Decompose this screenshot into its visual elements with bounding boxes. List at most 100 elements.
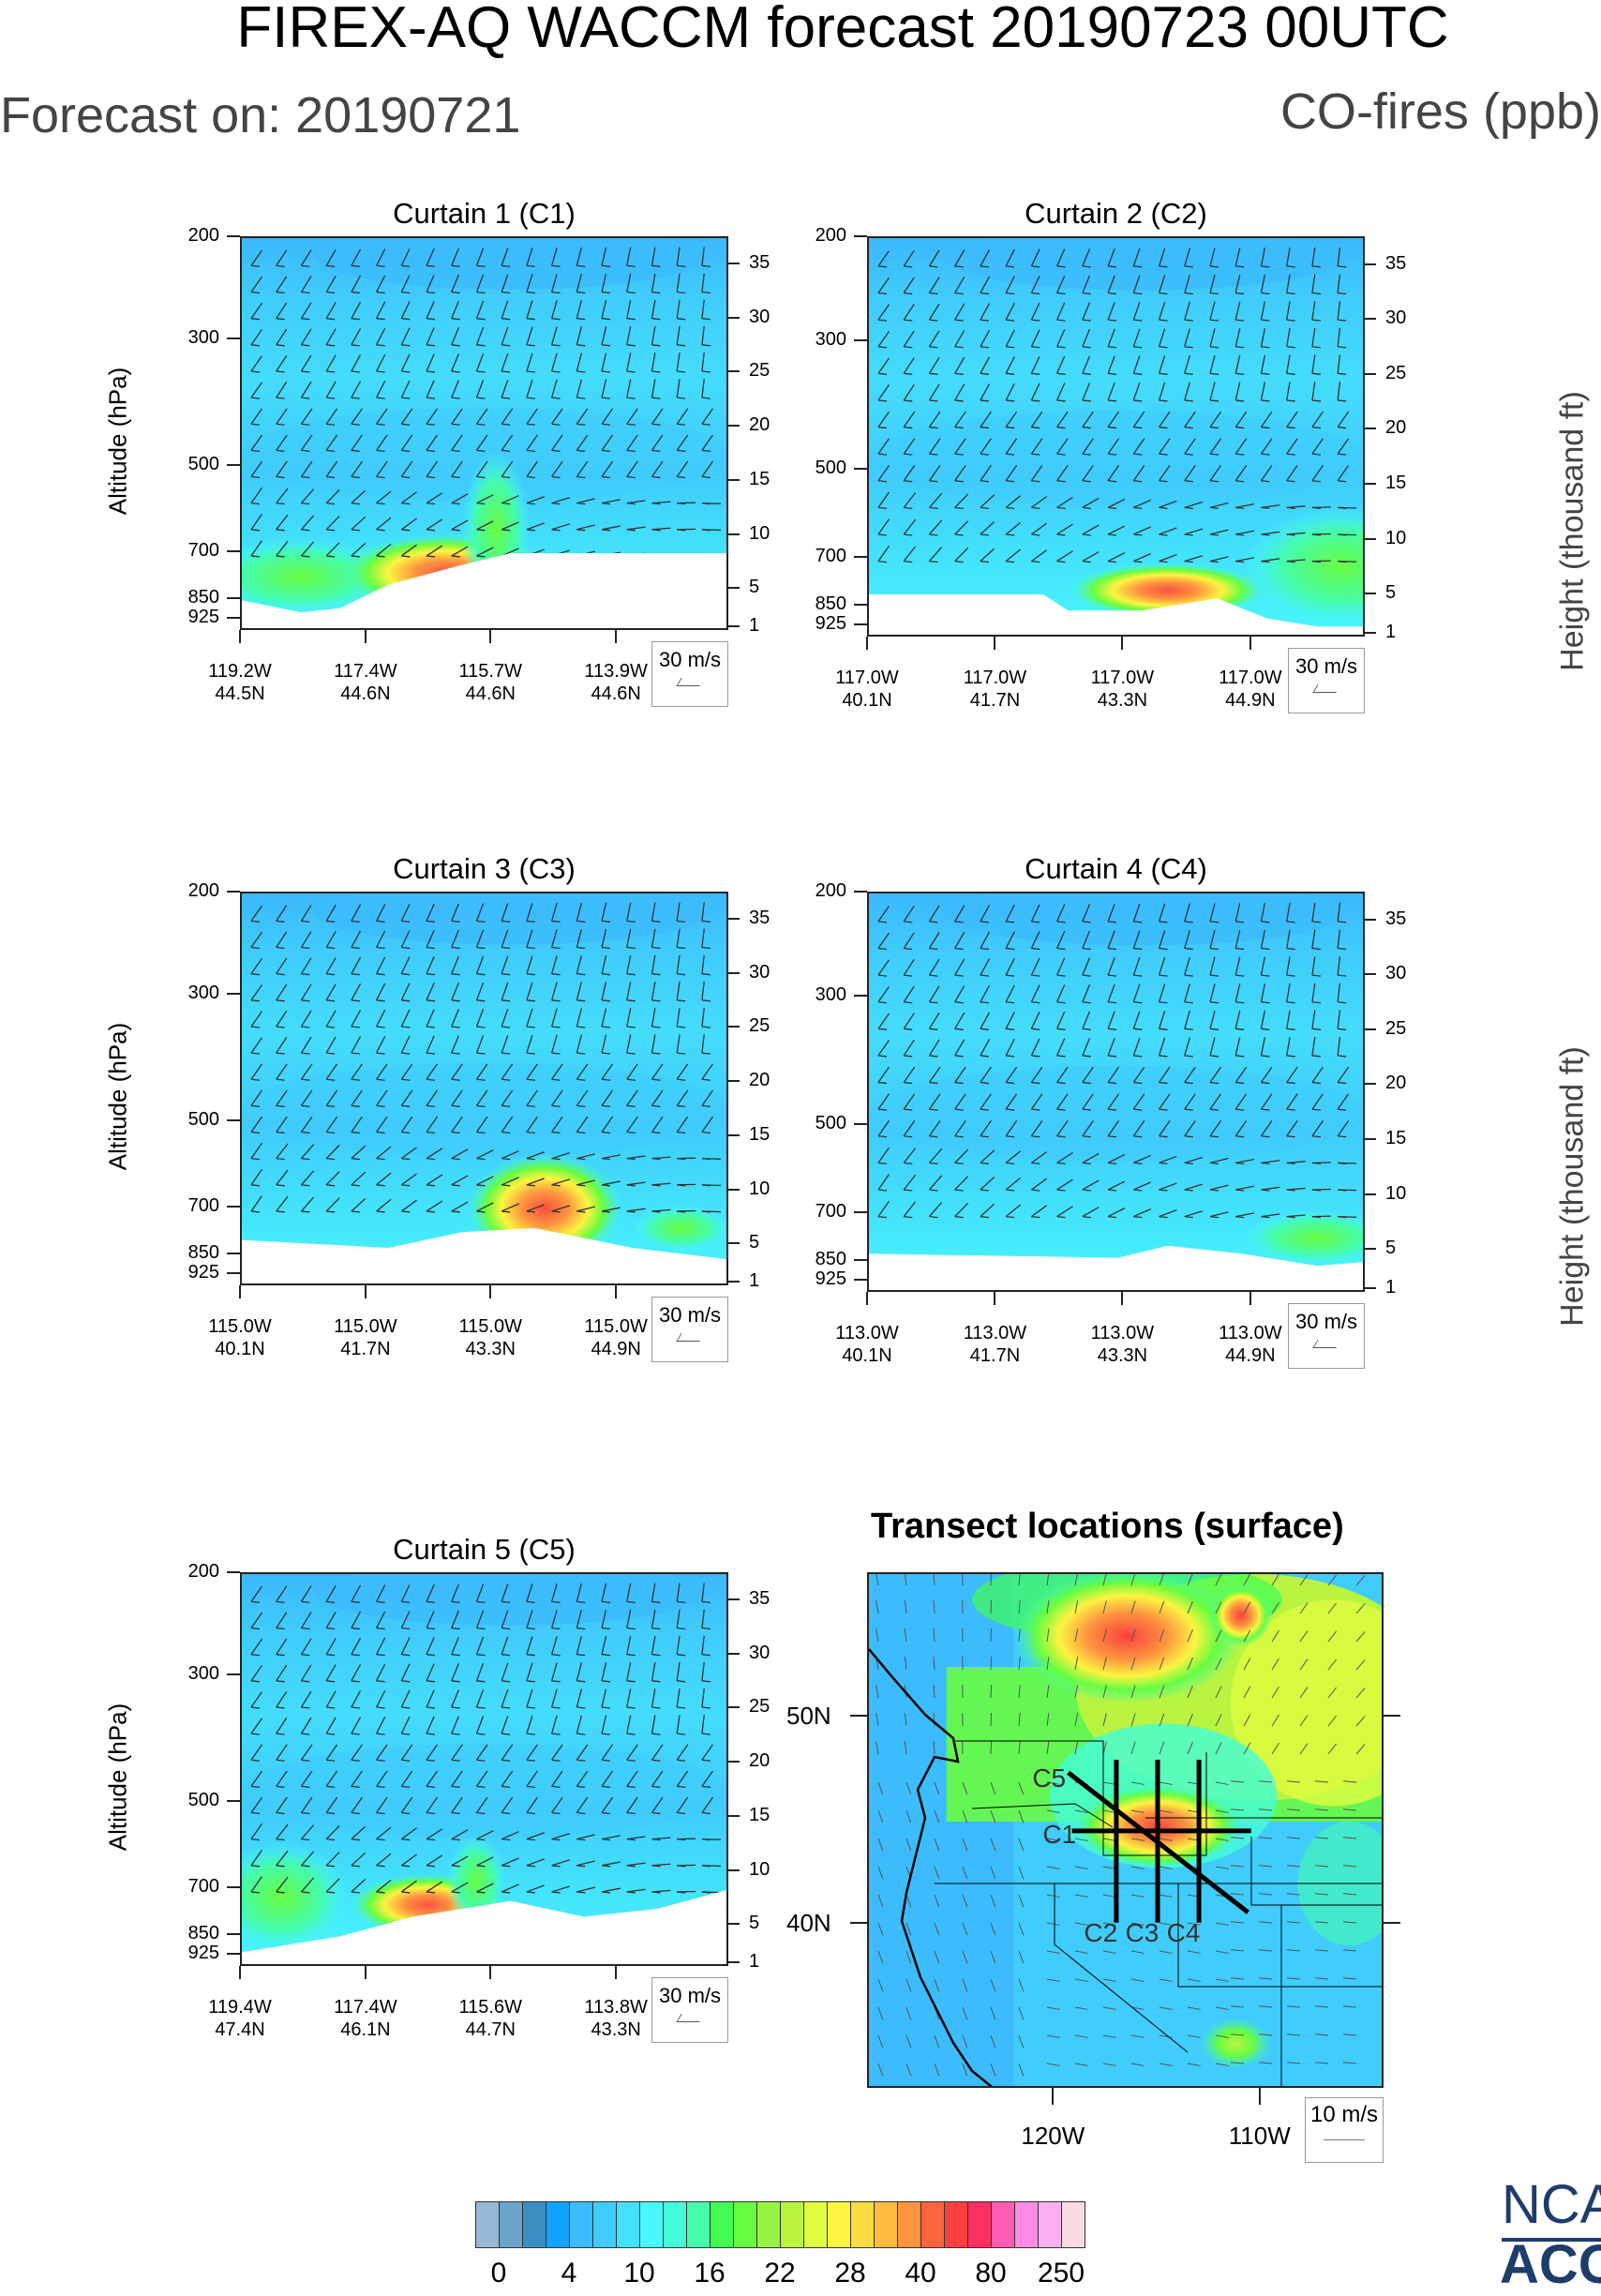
x-tick-latitude: 44.9N [1204, 1344, 1297, 1367]
x-tick-latitude: 41.7N [948, 689, 1041, 712]
x-tick-mark [1249, 1292, 1251, 1305]
wind-legend-label: 30 m/s [1289, 649, 1364, 679]
height-tick-mark [1365, 428, 1376, 429]
lat-tick-mark [1384, 1922, 1400, 1924]
map-wind-legend: 10 m/s [1305, 2097, 1384, 2163]
y-tick-label: 925 [156, 1943, 219, 1964]
x-tick-longitude: 117.0W [948, 667, 1041, 689]
height-tick-label: 1 [749, 1951, 759, 1973]
wind-barb-icon [1312, 684, 1340, 693]
x-tick-mark [866, 1292, 868, 1305]
x-tick-mark [489, 1966, 491, 1979]
wind-barb-icon [676, 678, 704, 686]
wind-barb-icon [676, 2014, 704, 2022]
colorbar-swatch [686, 2201, 711, 2248]
x-tick-mark [615, 1285, 617, 1298]
y-tick-label: 200 [156, 880, 219, 902]
height-tick-label: 35 [749, 252, 770, 274]
height-tick-label: 15 [749, 1124, 770, 1146]
wind-legend: 30 m/s [651, 1297, 728, 1362]
x-tick-latitude: 44.6N [319, 683, 412, 705]
transect-label: C4 [1167, 1918, 1201, 1948]
height-tick-label: 1 [749, 1270, 759, 1292]
y-tick-label: 925 [783, 613, 846, 635]
height-tick-mark [1365, 1028, 1376, 1030]
y-tick-label: 300 [783, 329, 846, 351]
y-axis-label: Altitude (hPa) [104, 1684, 133, 1871]
height-tick-mark [728, 1961, 740, 1963]
x-tick-mark [489, 1285, 491, 1298]
x-tick-longitude: 117.0W [1075, 667, 1169, 689]
height-tick-mark [728, 1080, 740, 1082]
x-tick-mark [365, 1285, 367, 1298]
height-tick-mark [1365, 1248, 1376, 1250]
height-tick-mark [1365, 263, 1376, 265]
height-tick-label: 25 [749, 360, 770, 382]
x-tick-mark [615, 1966, 617, 1979]
height-tick-label: 5 [749, 1913, 759, 1934]
height-tick-mark [728, 1706, 740, 1708]
lon-tick-mark [1259, 2088, 1261, 2105]
x-tick-longitude: 117.4W [319, 660, 412, 683]
curtain-plot [867, 892, 1365, 1292]
y-tick-mark [227, 1673, 240, 1675]
height-tick-label: 10 [749, 1859, 770, 1881]
height-tick-label: 35 [1385, 908, 1406, 930]
y-tick-mark [227, 1253, 240, 1254]
x-tick-longitude: 115.0W [319, 1315, 412, 1338]
y-tick-mark [227, 597, 240, 599]
height-tick-label: 15 [1385, 1128, 1406, 1149]
lat-label: 40N [786, 1909, 831, 1938]
x-tick-latitude: 44.5N [193, 683, 287, 705]
height-tick-mark [728, 479, 740, 481]
colorbar-label: 16 [681, 2258, 738, 2289]
x-tick-longitude: 115.0W [193, 1315, 287, 1338]
curtain-title: Curtain 5 (C5) [240, 1533, 728, 1567]
height-tick-label: 5 [1385, 582, 1396, 604]
height-tick-label: 10 [749, 523, 770, 545]
y-tick-label: 200 [156, 1561, 219, 1583]
colorbar-label: 250 [1033, 2258, 1089, 2289]
wind-barb-icon [676, 1333, 704, 1342]
lat-tick-mark [850, 1922, 867, 1924]
height-tick-mark [728, 587, 740, 589]
x-tick-longitude: 119.2W [193, 660, 287, 683]
y-tick-mark [227, 1933, 240, 1935]
colorbar-swatch [967, 2201, 992, 2248]
height-tick-mark [728, 1189, 740, 1191]
y-tick-mark [854, 623, 867, 625]
y-tick-mark [854, 604, 867, 606]
height-tick-mark [1365, 483, 1376, 485]
height-tick-mark [728, 972, 740, 974]
x-tick-longitude: 117.4W [319, 1996, 412, 2018]
curtain-field [242, 238, 728, 630]
height-tick-label: 1 [749, 615, 759, 637]
height-tick-label: 1 [1385, 622, 1396, 643]
lon-tick-mark [1052, 2088, 1054, 2105]
x-tick-latitude: 43.3N [1075, 689, 1169, 712]
colorbar-label: 40 [892, 2258, 949, 2289]
colorbar-swatch [874, 2201, 898, 2248]
wind-legend: 30 m/s [651, 641, 728, 707]
y-axis-label: Altitude (hPa) [104, 1003, 133, 1191]
colorbar-swatch [827, 2201, 851, 2248]
colorbar-swatch [522, 2201, 546, 2248]
curtain-field [242, 1574, 728, 1966]
x-tick-latitude: 43.3N [569, 2018, 663, 2041]
y-tick-mark [854, 468, 867, 470]
y-tick-label: 500 [783, 1113, 846, 1134]
y-tick-mark [854, 1259, 867, 1261]
x-tick-latitude: 44.6N [569, 683, 663, 705]
colorbar-swatch [850, 2201, 875, 2248]
